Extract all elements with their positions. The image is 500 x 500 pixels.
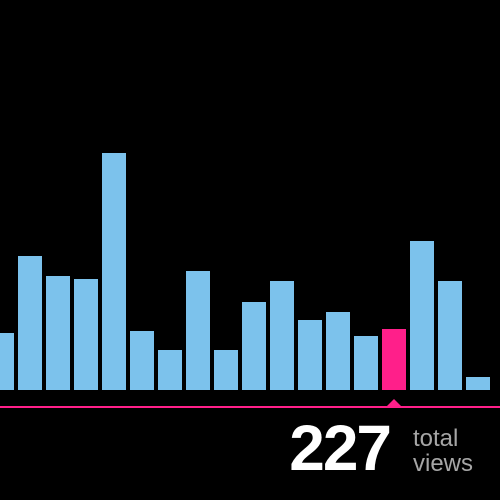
total-label-line1: total <box>413 425 459 452</box>
bar[interactable] <box>270 281 294 390</box>
bar[interactable] <box>214 350 238 390</box>
total-views-value: 227 <box>289 412 392 484</box>
bar[interactable] <box>186 271 210 390</box>
bar[interactable] <box>298 320 322 390</box>
bar[interactable] <box>410 241 434 390</box>
total-label-line2: views <box>413 450 474 477</box>
total-views-label: total views <box>413 426 498 476</box>
bar[interactable] <box>326 312 350 390</box>
bar-selected[interactable] <box>382 329 406 390</box>
bar[interactable] <box>46 276 70 390</box>
bars-group <box>0 153 490 390</box>
bar[interactable] <box>158 350 182 390</box>
bar[interactable] <box>102 153 126 390</box>
bar[interactable] <box>0 333 14 390</box>
bar[interactable] <box>354 336 378 390</box>
bar[interactable] <box>130 331 154 390</box>
bar[interactable] <box>438 281 462 390</box>
bar[interactable] <box>466 377 490 390</box>
bar[interactable] <box>242 302 266 390</box>
bar[interactable] <box>74 279 98 390</box>
bar[interactable] <box>18 256 42 390</box>
selected-bar-marker <box>386 399 402 407</box>
